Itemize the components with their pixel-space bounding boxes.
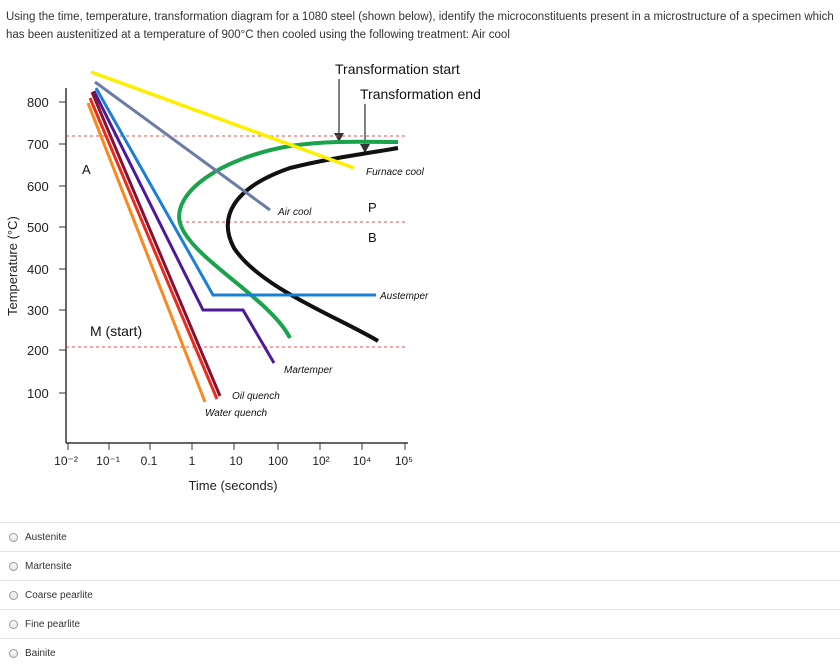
x-tick-5: 10 — [229, 454, 243, 468]
other-quench-path — [90, 91, 222, 397]
furnace-cool-path — [90, 70, 355, 170]
question-text: Using the time, temperature, transformat… — [6, 11, 834, 41]
transformation-start-curve — [177, 139, 399, 339]
option-label: Bainite — [25, 647, 56, 659]
furnace-cool-label: Furnace cool — [366, 167, 425, 178]
option-label: Martensite — [25, 560, 72, 572]
option-label: Fine pearlite — [25, 618, 81, 630]
option-label: Austenite — [25, 531, 67, 543]
x-axis-label: Time (seconds) — [188, 478, 277, 493]
x-tick-4: 1 — [189, 454, 196, 468]
x-tick-3: 0.1 — [141, 454, 158, 468]
y-tick-300: 300 — [27, 303, 49, 318]
start-arrowhead — [334, 133, 344, 142]
option-martensite[interactable]: Martensite — [0, 551, 840, 580]
x-tick-2: 10⁻¹ — [96, 454, 120, 468]
transformation-end-curve — [225, 146, 399, 343]
water-quench-path — [86, 102, 207, 403]
option-austenite[interactable]: Austenite — [0, 522, 840, 551]
legend-transformation-end: Transformation end — [360, 86, 481, 102]
water-quench-label: Water quench — [205, 408, 268, 419]
x-tick-8: 10⁴ — [353, 454, 372, 468]
x-tick-7: 10² — [312, 454, 329, 468]
option-fine-pearlite[interactable]: Fine pearlite — [0, 609, 840, 638]
austemper-path — [94, 87, 376, 297]
radio-button[interactable] — [9, 648, 18, 658]
x-tick-1: 10⁻² — [54, 454, 78, 468]
ms-start-label: M (start) — [90, 323, 142, 339]
radio-button[interactable] — [9, 619, 18, 629]
y-tick-200: 200 — [27, 343, 49, 358]
air-cool-path — [94, 80, 271, 212]
y-tick-100: 100 — [27, 386, 49, 401]
answer-options: Austenite Martensite Coarse pearlite Fin… — [0, 522, 840, 667]
y-ticks: 800 700 600 500 400 300 200 100 — [27, 95, 66, 401]
radio-button[interactable] — [9, 532, 18, 542]
air-cool-label: Air cool — [277, 207, 312, 218]
martemper-path — [92, 90, 276, 364]
y-tick-600: 600 — [27, 179, 49, 194]
region-p-label: P — [368, 200, 377, 215]
y-axis-label: Temperature (°C) — [5, 216, 20, 316]
x-tick-6: 100 — [268, 454, 288, 468]
radio-button[interactable] — [9, 590, 18, 600]
option-coarse-pearlite[interactable]: Coarse pearlite — [0, 580, 840, 609]
end-arrowhead — [360, 144, 370, 153]
y-tick-800: 800 — [27, 95, 49, 110]
region-a-label: A — [82, 162, 91, 177]
y-tick-500: 500 — [27, 220, 49, 235]
martemper-label: Martemper — [284, 365, 333, 376]
austemper-label: Austemper — [379, 291, 429, 302]
option-bainite[interactable]: Bainite — [0, 638, 840, 667]
radio-button[interactable] — [9, 561, 18, 571]
y-tick-700: 700 — [27, 137, 49, 152]
x-ticks: 10⁻² 10⁻¹ 0.1 1 10 100 10² 10⁴ 10⁵ — [54, 443, 413, 468]
oil-quench-label: Oil quench — [232, 391, 280, 402]
ttt-diagram: Transformation start Transformation end … — [5, 61, 481, 493]
region-b-label: B — [368, 230, 377, 245]
x-tick-9: 10⁵ — [395, 454, 413, 468]
option-label: Coarse pearlite — [25, 589, 93, 601]
y-tick-400: 400 — [27, 262, 49, 277]
oil-quench-path — [88, 97, 219, 400]
legend-transformation-start: Transformation start — [335, 61, 460, 77]
